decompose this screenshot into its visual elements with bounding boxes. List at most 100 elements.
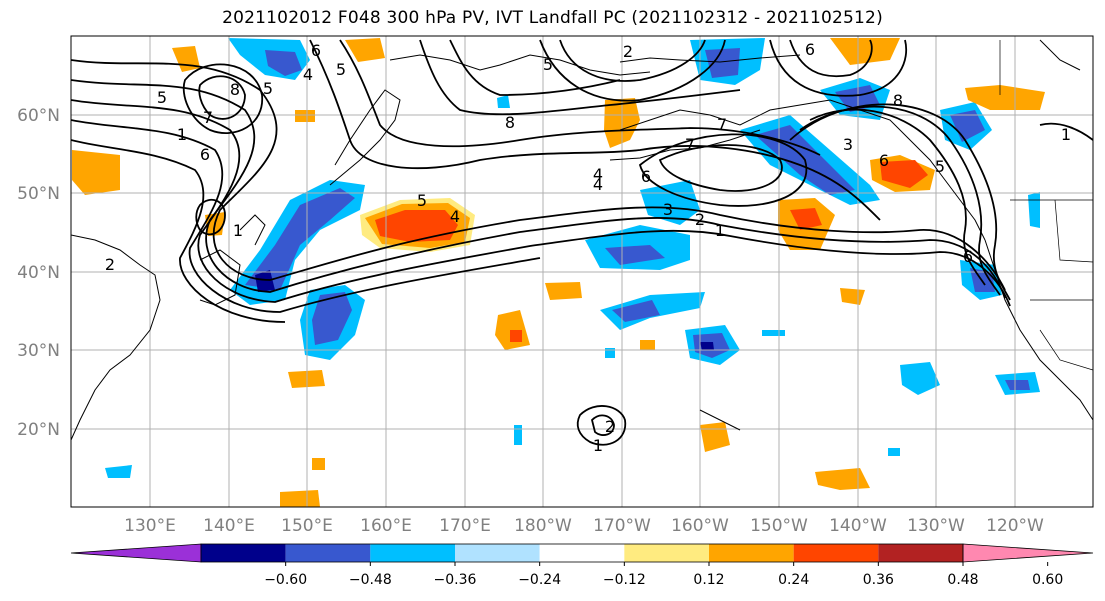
blue-anomaly-5 (640, 180, 700, 225)
lon-label: 170°E (439, 516, 491, 536)
lon-label: 150°E (281, 516, 333, 536)
contour-label: 5 (417, 191, 427, 210)
pv-contour (71, 79, 1006, 299)
contour-label: 6 (805, 40, 815, 59)
contour-label: 4 (593, 175, 603, 194)
orange-anomaly-20 (295, 110, 315, 122)
pv-contour (419, 39, 741, 116)
borders (999, 40, 1093, 371)
colorbar-tick-label: −0.60 (264, 572, 307, 588)
blue-anomaly-2-deep (255, 270, 275, 292)
lon-label: 180°W (514, 516, 572, 536)
colorbar-segment (709, 544, 794, 562)
colorbar-tick-label: 0.36 (863, 572, 894, 588)
pv-contour (789, 103, 1011, 301)
contour-label: 3 (663, 200, 673, 219)
lat-label: 40°N (17, 263, 60, 283)
orange-anomaly-4 (72, 150, 120, 195)
coast-siberia (389, 54, 651, 76)
contour-label: 8 (230, 80, 240, 99)
colorbar-tick-label: 0.48 (947, 572, 978, 588)
blue-anomaly-1-core (265, 50, 302, 76)
orange-anomaly-11 (545, 282, 582, 300)
coast-hawaii (699, 409, 741, 431)
colorbar-segment (793, 544, 879, 562)
blue-anomaly-11-core (950, 110, 985, 142)
blue-anomaly-3-core (312, 292, 352, 345)
orange-anomaly-7 (345, 38, 385, 62)
pv-contour (309, 39, 881, 221)
pv-contour (71, 119, 541, 313)
colorbar-segment (539, 544, 625, 562)
lat-label: 50°N (17, 184, 60, 204)
blue-anomaly-19 (762, 330, 785, 336)
contour-label: 6 (879, 151, 889, 170)
lat-label: 30°N (17, 341, 60, 361)
pv-contour (799, 105, 1001, 296)
contour-label: 6 (641, 167, 651, 186)
contour-label: 8 (505, 113, 515, 132)
orange-anomaly-1-core (375, 210, 458, 242)
colorbar-tick-label: 0.24 (778, 572, 809, 588)
blue-anomaly-7-deep (700, 342, 714, 350)
pv-contour (539, 39, 726, 102)
map-title: 2021102012 F048 300 hPa PV, IVT Landfall… (222, 8, 883, 28)
colorbar-tick-label: −0.12 (603, 572, 646, 588)
pv-contour (638, 133, 808, 207)
colorbar-segment (455, 544, 540, 562)
lon-label: 160°W (671, 516, 729, 536)
pv-contour (195, 198, 226, 236)
contour-label: 4 (303, 65, 313, 84)
contour-label: 6 (963, 247, 973, 266)
coast-kamchatka (329, 89, 401, 186)
colorbar-segment (370, 544, 455, 562)
lon-label: 130°W (907, 516, 965, 536)
colorbar-tick-label: −0.24 (518, 572, 561, 588)
contour-label: 6 (200, 145, 210, 164)
orange-anomaly-18 (640, 340, 655, 350)
coastlines (71, 39, 1093, 441)
contour-label: 1 (233, 221, 243, 240)
lat-label: 60°N (17, 106, 60, 126)
blue-anomaly-14-core (1005, 380, 1030, 390)
contour-label: 2 (695, 210, 705, 229)
colorbar-tick-label: −0.36 (434, 572, 477, 588)
contour-label: 2 (105, 255, 115, 274)
contour-label: 5 (336, 60, 346, 79)
longitude-labels: 130°E 140°E 150°E 160°E 170°E 180°W 170°… (124, 516, 1044, 536)
contour-label: 7 (203, 108, 213, 127)
blue-anomaly-15 (105, 465, 132, 478)
pv-contour (591, 414, 615, 436)
lon-label: 130°E (124, 516, 176, 536)
coast-asia (71, 234, 161, 441)
colorbar-extension-high (962, 543, 1094, 563)
pv-contour (559, 39, 706, 82)
pv-contour (71, 59, 1006, 291)
contour-label: 7 (717, 115, 727, 134)
contour-label: 1 (593, 436, 603, 455)
pv-contour (182, 63, 263, 134)
orange-anomaly-3-core (790, 208, 822, 230)
blue-anomaly-20 (514, 425, 522, 445)
colorbar-segment (624, 544, 709, 562)
contour-label: 4 (593, 165, 603, 184)
lon-label: 140°W (829, 516, 887, 536)
colorbar-border (200, 543, 964, 563)
contour-label: 8 (893, 91, 903, 110)
orange-anomaly-10-core (510, 330, 522, 342)
colorbar-tick-label: 0.60 (1032, 572, 1063, 588)
pv-contour (576, 405, 626, 446)
orange-anomaly-19 (312, 458, 325, 470)
lon-label: 120°W (986, 516, 1044, 536)
colorbar-tick-label: −0.48 (349, 572, 392, 588)
colorbar-extension-low (70, 543, 202, 563)
orange-anomaly-12 (840, 288, 865, 305)
pv-contour-labels: 6 5 4 8 5 7 6 5 4 1 2 6 8 7 6 4 3 2 1 5 … (105, 40, 1071, 455)
contour-label: 5 (263, 79, 273, 98)
blue-anomaly-17 (497, 95, 510, 108)
latitude-labels: 60°N 50°N 40°N 30°N 20°N (17, 106, 60, 440)
coast-aleutians (609, 129, 761, 161)
lon-label: 170°W (593, 516, 651, 536)
pv-contour (198, 75, 246, 120)
contour-label: 2 (605, 417, 615, 436)
